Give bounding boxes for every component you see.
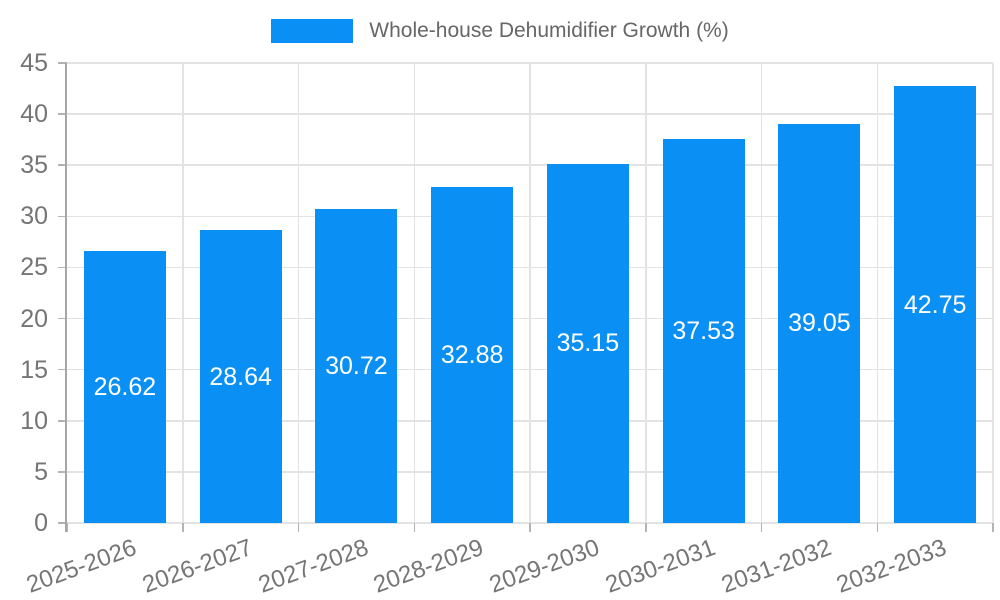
bar-value-label: 37.53 — [672, 317, 735, 346]
y-axis-tick-mark — [58, 317, 67, 320]
bar[interactable] — [894, 86, 977, 523]
x-axis-tick-mark — [876, 523, 878, 532]
x-axis-tick-label: 2031-2032 — [717, 534, 835, 599]
y-axis-tick-label: 45 — [20, 49, 48, 77]
y-axis-tick-label: 15 — [20, 355, 48, 384]
bar-value-label: 42.75 — [903, 290, 967, 319]
y-axis-tick-mark — [58, 266, 67, 269]
y-axis-tick-label: 25 — [20, 253, 48, 282]
bar[interactable] — [662, 139, 745, 523]
y-axis-tick-label: 20 — [20, 304, 48, 333]
y-axis-tick-label: 40 — [20, 100, 48, 129]
x-axis-tick-label: 2028-2029 — [370, 534, 488, 599]
x-axis-tick-label: 2032-2033 — [833, 534, 951, 599]
bar[interactable] — [778, 123, 861, 523]
x-gridline — [876, 63, 878, 523]
bar[interactable] — [315, 208, 398, 523]
y-axis-tick-mark — [58, 113, 67, 115]
y-axis-line — [65, 63, 67, 532]
x-axis-tick-mark — [992, 523, 994, 532]
bar[interactable] — [431, 186, 514, 523]
x-gridline — [992, 63, 994, 523]
y-axis-tick-mark — [58, 62, 67, 64]
y-axis-tick-mark — [58, 368, 67, 371]
x-axis-tick-label: 2029-2030 — [486, 534, 604, 599]
y-axis-tick-mark — [58, 420, 67, 422]
y-axis-tick-label: 35 — [20, 151, 48, 180]
x-axis-tick-mark — [182, 523, 184, 532]
bar-value-label: 28.64 — [209, 362, 272, 391]
bar-value-label: 39.05 — [788, 309, 851, 338]
x-gridline — [413, 63, 415, 523]
bar[interactable] — [546, 163, 629, 523]
x-axis-tick-mark — [66, 523, 68, 532]
y-axis-tick-mark — [58, 522, 67, 524]
legend-color-swatch — [271, 19, 354, 43]
y-axis-tick-label: 30 — [20, 202, 48, 231]
y-axis-tick-mark — [58, 215, 67, 218]
x-axis-tick-mark — [529, 523, 531, 532]
bar-value-label: 30.72 — [325, 351, 388, 380]
y-axis-tick-label: 10 — [20, 406, 48, 435]
chart-legend[interactable]: Whole-house Dehumidifier Growth (%) — [0, 19, 1000, 43]
bar[interactable] — [83, 250, 166, 523]
x-axis-tick-mark — [413, 523, 415, 532]
y-axis-tick-label: 5 — [34, 457, 48, 486]
y-axis-tick-mark — [58, 471, 67, 473]
bar-value-label: 35.15 — [556, 329, 620, 358]
x-gridline — [645, 63, 647, 523]
y-axis-tick-label: 0 — [34, 509, 48, 537]
legend-label: Whole-house Dehumidifier Growth (%) — [369, 19, 729, 42]
y-axis-tick-mark — [58, 164, 67, 166]
x-gridline — [529, 63, 531, 523]
x-gridline — [182, 63, 184, 523]
bar[interactable] — [199, 230, 282, 523]
x-gridline — [297, 63, 300, 523]
x-axis-tick-mark — [645, 523, 647, 532]
x-axis-tick-label: 2026-2027 — [138, 534, 256, 599]
x-axis-tick-label: 2025-2026 — [23, 534, 141, 599]
x-axis-tick-mark — [297, 523, 300, 532]
bar-value-label: 32.88 — [440, 340, 504, 369]
x-axis-tick-label: 2030-2031 — [601, 534, 719, 599]
x-axis-tick-label: 2027-2028 — [254, 534, 372, 599]
x-gridline — [760, 63, 763, 523]
x-axis-tick-mark — [760, 523, 763, 532]
bar-value-label: 26.62 — [93, 372, 157, 401]
